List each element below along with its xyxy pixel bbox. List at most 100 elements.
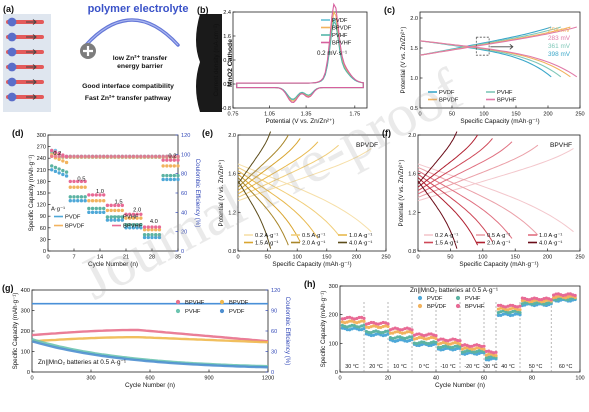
y-tick-label: 150 (37, 191, 46, 197)
capacity-point (176, 164, 180, 168)
capacity-point (470, 347, 474, 351)
capacity-point (340, 320, 344, 324)
capacity-point (549, 298, 553, 302)
legend-label: PVHF (465, 296, 481, 302)
y-axis-label: Potential (V vs. Zn/Zn²⁺) (218, 160, 225, 227)
capacity-point (94, 210, 98, 215)
ce-point (113, 154, 117, 158)
capacity-point (172, 158, 176, 162)
capacity-point (146, 228, 150, 232)
zn-ion (7, 92, 17, 102)
capacity-point (400, 328, 404, 332)
legend-label: BPVHF (497, 98, 517, 104)
capacity-point (357, 325, 361, 329)
legend-label: BPVHF (332, 41, 352, 47)
capacity-point (396, 335, 400, 339)
capacity-point (398, 330, 402, 334)
capacity-point (487, 349, 491, 353)
capacity-point (508, 303, 512, 307)
capacity-point (79, 179, 84, 184)
panel-a: (a) polymer electrolyte low Zn²⁺ transfere… (3, 3, 234, 112)
capacity-point (165, 164, 169, 168)
ce-point (72, 154, 76, 158)
cathode-label: MnO2 Cathode (227, 39, 234, 87)
legend-label: PVDF (65, 215, 81, 221)
capacity-point (94, 206, 98, 211)
charge-curve-4 (237, 134, 289, 188)
capacity-point (369, 320, 373, 325)
capacity-point (564, 293, 568, 297)
arrow-icon (26, 34, 37, 40)
capacity-point (68, 199, 72, 203)
capacity-point (343, 317, 347, 321)
capacity-point (484, 349, 488, 354)
temperature-label: 0 °C (419, 364, 430, 370)
capacity-point (350, 316, 354, 320)
energy-barrier-highlight (85, 19, 179, 46)
capacity-point (556, 297, 561, 301)
temperature-label: 60 °C (559, 364, 573, 370)
capacity-point (420, 342, 424, 347)
capacity-point (547, 300, 551, 305)
capacity-point (456, 344, 460, 348)
capacity-point (506, 304, 510, 308)
capacity-point (501, 312, 505, 316)
capacity-point (83, 179, 87, 184)
capacity-point (109, 218, 113, 222)
capacity-point (372, 324, 376, 328)
capacity-point (547, 297, 551, 301)
capacity-point (504, 307, 508, 312)
x-axis-label: Cycle Number (n) (435, 382, 485, 389)
capacity-point (120, 203, 124, 208)
capacity-point (444, 341, 448, 345)
capacity-point (128, 216, 132, 220)
capacity-point (165, 173, 169, 178)
capacity-point (384, 324, 388, 328)
capacity-point (403, 331, 407, 335)
capacity-point (154, 233, 158, 237)
overpotential-label: 361 mV (548, 43, 571, 50)
x-axis-label: Cycle Number (n) (125, 382, 175, 389)
capacity-point (424, 337, 428, 341)
capacity-point (340, 317, 344, 321)
capacity-point (408, 338, 412, 343)
x-tick-label: 250 (381, 255, 390, 261)
y2-tick-label: 20 (181, 230, 187, 236)
legend-label: PVHF (497, 90, 513, 96)
capacity-point (482, 347, 486, 351)
capacity-point (53, 150, 58, 154)
capacity-point (98, 210, 102, 215)
capacity-point (120, 208, 124, 213)
discharge-curve-5 (237, 180, 272, 249)
capacity-point (345, 316, 349, 320)
rate-label: 4.0 (150, 219, 158, 225)
capacity-point (501, 304, 505, 308)
capacity-point (506, 308, 510, 312)
overpotential-label: 398 mV (548, 51, 571, 58)
capacity-point (102, 193, 106, 197)
capacity-point (441, 344, 445, 349)
capacity-point (432, 333, 436, 337)
capacity-point (154, 235, 158, 240)
legend-label: PVHF (332, 33, 348, 39)
capacity-point (343, 324, 347, 329)
capacity-point (434, 337, 438, 341)
capacity-point (554, 292, 558, 296)
capacity-point (532, 302, 537, 306)
rate-label: 1.0 (96, 189, 104, 195)
capacity-point (513, 304, 517, 309)
capacity-point (90, 206, 95, 211)
charge-curve-BPVHF (419, 26, 577, 56)
capacity-point (518, 308, 522, 312)
capacity-point (391, 339, 395, 343)
cathode-shape (196, 62, 222, 112)
y-tick-label: 300 (37, 133, 46, 139)
capacity-point (146, 235, 150, 240)
capacity-point (516, 307, 520, 312)
capacity-point (477, 343, 481, 348)
x-tick-label: 100 (293, 255, 302, 261)
capacity-point (352, 320, 356, 324)
capacity-point (456, 341, 460, 345)
legend-label: 0.2 A·g⁻¹ (435, 233, 458, 239)
